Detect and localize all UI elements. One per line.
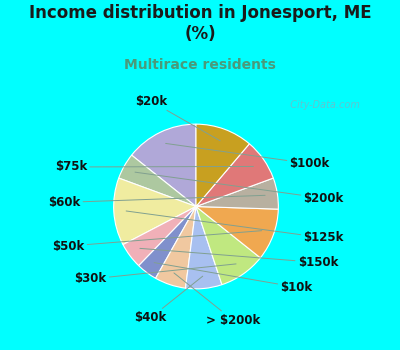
Text: $150k: $150k — [140, 248, 338, 269]
Wedge shape — [114, 178, 196, 245]
Wedge shape — [196, 206, 260, 285]
Text: $20k: $20k — [135, 94, 220, 141]
Text: Income distribution in Jonesport, ME
(%): Income distribution in Jonesport, ME (%) — [29, 4, 371, 43]
Text: $40k: $40k — [134, 276, 203, 324]
Text: $100k: $100k — [166, 144, 330, 170]
Wedge shape — [139, 206, 196, 278]
Text: > $200k: > $200k — [174, 273, 260, 327]
Wedge shape — [132, 124, 196, 206]
Text: $30k: $30k — [74, 264, 236, 286]
Text: $50k: $50k — [52, 231, 262, 253]
Wedge shape — [196, 144, 273, 206]
Text: $125k: $125k — [126, 211, 344, 244]
Text: Multirace residents: Multirace residents — [124, 58, 276, 72]
Wedge shape — [196, 178, 278, 209]
Wedge shape — [156, 206, 196, 288]
Text: $75k: $75k — [55, 160, 254, 174]
Text: City-Data.com: City-Data.com — [284, 100, 360, 111]
Wedge shape — [196, 124, 249, 206]
Wedge shape — [123, 206, 196, 266]
Wedge shape — [196, 206, 278, 258]
Wedge shape — [186, 206, 222, 289]
Wedge shape — [119, 155, 196, 206]
Text: $60k: $60k — [48, 195, 265, 209]
Text: $200k: $200k — [135, 172, 344, 205]
Text: $10k: $10k — [154, 262, 312, 294]
